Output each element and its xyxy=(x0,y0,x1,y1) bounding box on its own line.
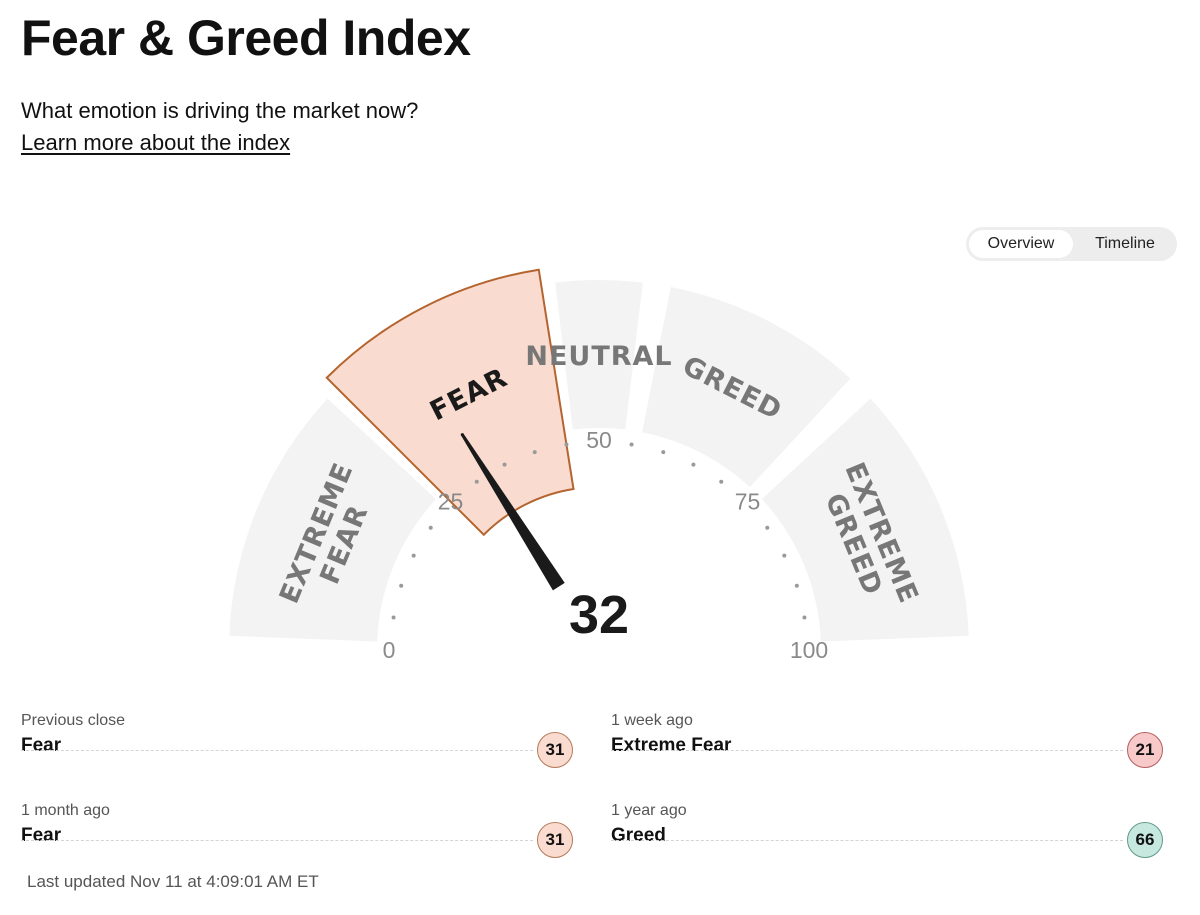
gauge-scale-label-100: 100 xyxy=(790,637,828,663)
page-subtitle: What emotion is driving the market now? xyxy=(21,98,419,123)
stat-rating: Greed xyxy=(611,825,666,846)
gauge-tick-dot xyxy=(411,553,416,558)
stat-rating: Extreme Fear xyxy=(611,735,732,756)
gauge-score: 32 xyxy=(569,585,629,645)
gauge-needle xyxy=(461,433,565,591)
learn-more-link[interactable]: Learn more about the index xyxy=(21,130,291,155)
stat-1-week-ago: 1 week ago Extreme Fear 21 xyxy=(611,712,1163,792)
gauge-segment-extreme-greed xyxy=(761,398,969,642)
stat-label: 1 month ago xyxy=(21,802,110,819)
gauge-tick-dot xyxy=(532,450,537,455)
gauge-tick-dot xyxy=(794,583,799,588)
gauge-tick-dot xyxy=(391,615,396,620)
stat-rating: Fear xyxy=(21,735,62,756)
stat-divider xyxy=(21,750,533,751)
stat-divider xyxy=(611,750,1123,751)
gauge-tick-dot xyxy=(428,525,433,530)
gauge-tick-dot xyxy=(765,525,770,530)
gauge-tick-dot xyxy=(399,583,404,588)
gauge-tick-dot xyxy=(502,462,507,467)
stat-rating: Fear xyxy=(21,825,62,846)
stat-label: 1 year ago xyxy=(611,802,687,819)
gauge-hub xyxy=(517,568,681,700)
page-title: Fear & Greed Index xyxy=(21,10,471,66)
overview-tab[interactable]: Overview xyxy=(969,230,1073,258)
gauge-segment-extreme-fear xyxy=(229,398,437,642)
gauge-tick-dot xyxy=(564,442,569,447)
stat-value-badge: 31 xyxy=(537,732,573,768)
timeline-tab[interactable]: Timeline xyxy=(1095,235,1155,252)
gauge-tick-dot xyxy=(474,479,479,484)
stat-previous-close: Previous close Fear 31 xyxy=(21,712,573,792)
gauge-segment-greed xyxy=(642,287,851,488)
gauge-needle-tip xyxy=(460,433,464,437)
gauge-label-neutral: NEUTRAL xyxy=(525,341,672,372)
stat-divider xyxy=(611,840,1123,841)
gauge-scale-label-50: 50 xyxy=(586,427,612,453)
stat-1-month-ago: 1 month ago Fear 31 xyxy=(21,802,573,882)
gauge-scale-label-0: 0 xyxy=(383,637,396,663)
gauge-scale-label-25: 25 xyxy=(438,489,464,515)
stat-value-badge: 66 xyxy=(1127,822,1163,858)
gauge-tick-dot xyxy=(719,479,724,484)
stat-label: 1 week ago xyxy=(611,712,693,729)
gauge-tick-dot xyxy=(802,615,807,620)
stat-value-badge: 31 xyxy=(537,822,573,858)
gauge-scale-label-75: 75 xyxy=(735,489,761,515)
stat-1-year-ago: 1 year ago Greed 66 xyxy=(611,802,1163,882)
gauge-tick-dot xyxy=(782,553,787,558)
stat-value-badge: 21 xyxy=(1127,732,1163,768)
stat-label: Previous close xyxy=(21,712,126,729)
gauge-segment-neutral xyxy=(555,280,643,430)
gauge-tick-dot xyxy=(661,450,666,455)
gauge-tick-dot xyxy=(691,462,696,467)
gauge-tick-dot xyxy=(629,442,634,447)
stat-divider xyxy=(21,840,533,841)
view-toggle: Overview Timeline xyxy=(966,227,1177,261)
last-updated: Last updated Nov 11 at 4:09:01 AM ET xyxy=(27,872,319,891)
